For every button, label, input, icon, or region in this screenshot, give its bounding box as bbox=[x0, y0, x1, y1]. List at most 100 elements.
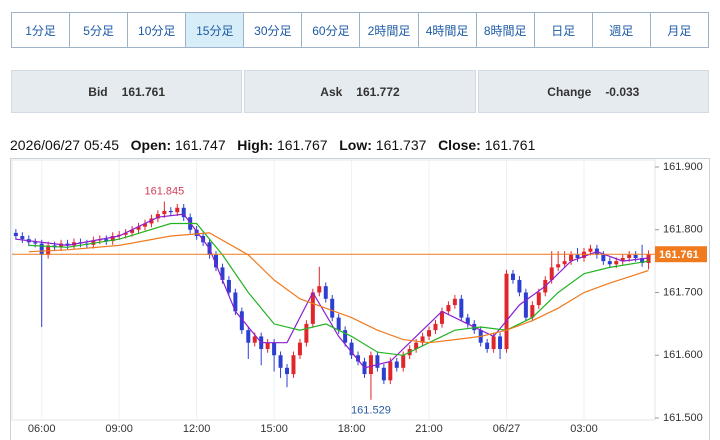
candle-body bbox=[368, 355, 373, 375]
quote-value: -0.033 bbox=[605, 84, 640, 99]
y-tick-label: 161.600 bbox=[663, 349, 703, 361]
candle-body bbox=[265, 342, 270, 349]
candle-body bbox=[498, 336, 503, 349]
candle-body bbox=[39, 243, 44, 255]
quote-value: 161.772 bbox=[356, 84, 400, 99]
candle-body bbox=[214, 254, 219, 268]
candle-body bbox=[330, 298, 335, 318]
candle-body bbox=[278, 355, 283, 368]
candle-body bbox=[433, 323, 438, 331]
candle-body bbox=[510, 273, 515, 280]
candle-body bbox=[581, 251, 586, 258]
candle-body bbox=[556, 264, 561, 268]
quote-label: Change bbox=[547, 84, 592, 99]
timeframe-tab[interactable]: 15分足 bbox=[186, 13, 245, 47]
quote-label: Bid bbox=[88, 84, 108, 99]
x-tick-label: 06:00 bbox=[28, 423, 56, 435]
low-label: Low: bbox=[339, 137, 372, 153]
candle-body bbox=[601, 254, 606, 262]
low-value: 161.737 bbox=[375, 137, 427, 153]
candle-body bbox=[13, 232, 18, 237]
candle-body bbox=[491, 336, 496, 349]
candle-body bbox=[607, 261, 612, 265]
close-value: 161.761 bbox=[484, 137, 536, 153]
candle-body bbox=[349, 342, 354, 356]
candle-body bbox=[620, 257, 625, 262]
candle-body bbox=[155, 214, 160, 219]
candle-body bbox=[297, 342, 302, 356]
candle-body bbox=[536, 292, 541, 306]
candle-body bbox=[627, 254, 632, 258]
candle-body bbox=[414, 342, 419, 349]
candle-body bbox=[575, 254, 580, 258]
quote-value: 161.761 bbox=[121, 84, 166, 99]
candle-body bbox=[59, 243, 64, 248]
x-tick-label: 12:00 bbox=[183, 423, 211, 435]
high-annotation: 161.845 bbox=[144, 185, 184, 197]
close-label: Close: bbox=[438, 137, 481, 153]
candle-body bbox=[233, 292, 238, 312]
candle-body bbox=[394, 361, 399, 368]
timeframe-tab[interactable]: 1分足 bbox=[12, 13, 71, 47]
candle-body bbox=[504, 273, 509, 349]
candle-body bbox=[549, 267, 554, 280]
y-tick-label: 161.900 bbox=[663, 161, 703, 173]
open-value: 161.747 bbox=[175, 137, 226, 153]
candle-body bbox=[336, 317, 341, 331]
candle-body bbox=[459, 298, 464, 318]
candle-body bbox=[123, 232, 128, 235]
candle-body bbox=[272, 342, 277, 356]
timeframe-tab[interactable]: 8時間足 bbox=[477, 13, 535, 47]
high-label: High: bbox=[237, 137, 274, 153]
candle-body bbox=[633, 254, 638, 258]
quote-label: Ask bbox=[320, 84, 343, 99]
candle-body bbox=[614, 261, 619, 265]
candle-body bbox=[20, 236, 25, 240]
candle-body bbox=[375, 355, 380, 368]
x-tick-label: 06/27 bbox=[493, 423, 521, 435]
timeframe-tab[interactable]: 4時間足 bbox=[419, 13, 477, 47]
low-annotation: 161.529 bbox=[351, 405, 391, 417]
candle-body bbox=[465, 317, 470, 324]
candle-body bbox=[323, 286, 328, 299]
moving-average bbox=[28, 222, 649, 356]
candle-body bbox=[168, 210, 173, 213]
candle-body bbox=[381, 367, 386, 381]
candle-body bbox=[446, 305, 451, 312]
candle-body bbox=[317, 286, 322, 293]
candle-body bbox=[343, 330, 348, 343]
candle-body bbox=[104, 239, 109, 242]
x-tick-label: 15:00 bbox=[260, 423, 288, 435]
candle-body bbox=[252, 336, 257, 343]
timeframe-tab[interactable]: 5分足 bbox=[70, 13, 129, 47]
open-label: Open: bbox=[130, 137, 172, 153]
timeframe-tab[interactable]: 60分足 bbox=[302, 13, 361, 47]
candle-body bbox=[452, 298, 457, 306]
candle-body bbox=[485, 342, 490, 349]
timeframe-tab[interactable]: 月足 bbox=[667, 23, 692, 38]
datetime: 2026/06/27 05:45 bbox=[10, 137, 119, 153]
candle-body bbox=[517, 279, 522, 293]
timeframe-tab[interactable]: 30分足 bbox=[244, 13, 303, 47]
candle-body bbox=[310, 292, 315, 324]
candle-body bbox=[646, 254, 651, 264]
candle-body bbox=[110, 236, 115, 242]
plot-area bbox=[11, 159, 656, 421]
candle-body bbox=[162, 210, 167, 215]
timeframe-tab[interactable]: 2時間足 bbox=[360, 13, 419, 47]
timeframe-tab[interactable]: 10分足 bbox=[128, 13, 187, 47]
candle-body bbox=[175, 207, 180, 213]
current-price-box bbox=[655, 246, 707, 263]
candle-body bbox=[356, 355, 361, 362]
quote-box: Ask 161.772 bbox=[244, 70, 476, 113]
timeframe-tab[interactable]: 日足 bbox=[535, 13, 593, 47]
y-tick-label: 161.700 bbox=[663, 286, 703, 298]
timeframe-tab[interactable]: 週足 bbox=[593, 13, 651, 47]
x-tick-label: 18:00 bbox=[338, 423, 366, 435]
candle-body bbox=[220, 267, 225, 280]
current-price-label: 161.761 bbox=[659, 249, 699, 261]
candle-body bbox=[194, 229, 199, 237]
candle-body bbox=[388, 361, 393, 381]
candle-body bbox=[427, 330, 432, 337]
